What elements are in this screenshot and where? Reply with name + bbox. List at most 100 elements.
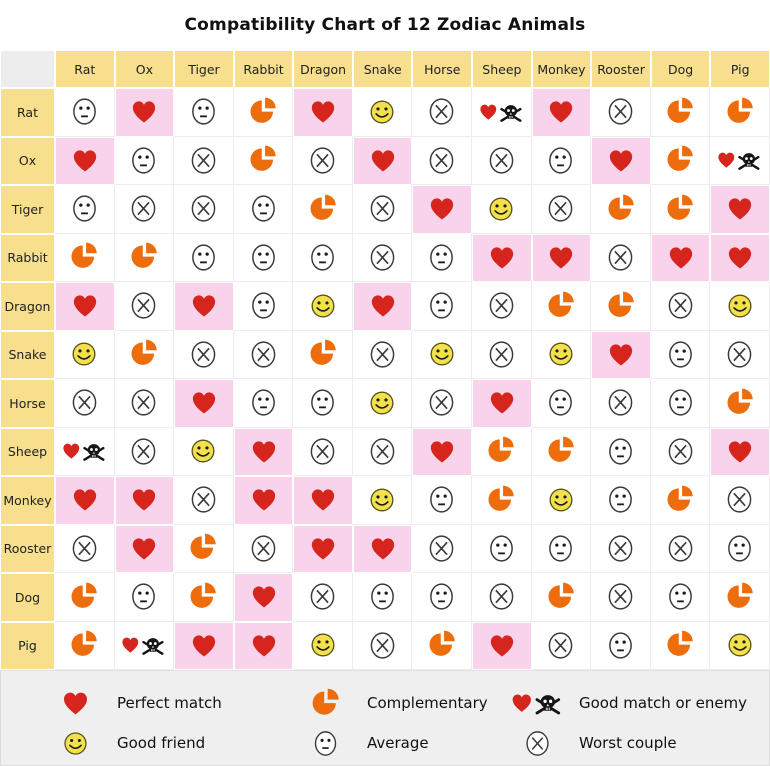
perfect-icon [129, 97, 159, 127]
worst-icon [247, 532, 280, 565]
comp-icon [69, 630, 99, 660]
cell-sheep-dragon [293, 427, 353, 476]
avg-icon [127, 580, 160, 613]
cell-dog-sheep [472, 573, 532, 622]
cell-horse-snake [352, 379, 413, 428]
cell-rat-rabbit [233, 88, 294, 137]
comp-icon [308, 194, 338, 224]
cell-sheep-ox [114, 427, 175, 476]
friend-icon [427, 339, 457, 369]
cell-rabbit-rabbit [233, 233, 294, 282]
cell-tiger-tiger [174, 185, 234, 234]
worst-icon [544, 192, 577, 225]
cell-snake-dog [650, 330, 711, 379]
worst-icon [68, 532, 101, 565]
friend-icon [486, 194, 516, 224]
perfect-icon [70, 146, 100, 176]
cell-sheep-rabbit [233, 427, 294, 476]
cell-dragon-pig [710, 282, 770, 331]
avg-icon [664, 338, 697, 371]
worst-icon [604, 241, 637, 274]
enemy-icon [62, 438, 107, 464]
cell-dog-pig [710, 573, 770, 622]
friend-icon [308, 291, 338, 321]
avg-icon [544, 386, 577, 419]
cell-snake-rabbit [233, 330, 294, 379]
comp-icon [606, 194, 636, 224]
cell-tiger-dragon [293, 185, 353, 234]
row-header-dragon: Dragon [0, 282, 55, 331]
comp-icon [299, 688, 351, 719]
cell-rooster-monkey [531, 524, 592, 573]
cell-horse-rabbit [233, 379, 294, 428]
cell-rat-pig [710, 88, 770, 137]
worst-icon [187, 192, 220, 225]
row-header-horse: Horse [0, 379, 55, 428]
friend-icon [725, 630, 755, 660]
cell-horse-sheep [472, 379, 532, 428]
cell-horse-monkey [531, 379, 592, 428]
worst-icon [306, 435, 339, 468]
cell-dragon-snake [352, 282, 413, 331]
cell-dog-ox [114, 573, 175, 622]
comp-icon [665, 97, 695, 127]
worst-icon [366, 629, 399, 662]
cell-pig-dog [650, 621, 711, 670]
perfect-icon [70, 291, 100, 321]
cell-dog-horse [412, 573, 473, 622]
perfect-icon [189, 388, 219, 418]
cell-rat-snake [352, 88, 413, 137]
worst-icon [127, 386, 160, 419]
cell-snake-sheep [472, 330, 532, 379]
cell-dog-snake [352, 573, 413, 622]
col-header-pig: Pig [710, 50, 770, 88]
worst-icon [664, 435, 697, 468]
row-header-dog: Dog [0, 573, 55, 622]
col-header-monkey: Monkey [531, 50, 592, 88]
perfect-icon [308, 534, 338, 564]
row-header-sheep: Sheep [0, 427, 55, 476]
avg-icon [485, 532, 518, 565]
avg-icon [187, 95, 220, 128]
cell-rat-rat [55, 88, 115, 137]
enemy-icon [511, 688, 563, 718]
cell-rooster-dog [650, 524, 711, 573]
col-header-dog: Dog [650, 50, 711, 88]
compatibility-table: Rat Ox Tiger Rabbit Dragon Snake Horse Sheep Mon… [0, 50, 770, 670]
cell-snake-pig [710, 330, 770, 379]
worst-icon [604, 532, 637, 565]
page-title: Compatibility Chart of 12 Zodiac Animals [184, 15, 586, 35]
worst-icon [664, 532, 697, 565]
comp-icon [69, 582, 99, 612]
cell-ox-rat [55, 136, 115, 185]
worst-icon [187, 338, 220, 371]
row-header-snake: Snake [0, 330, 55, 379]
perfect-icon [427, 437, 457, 467]
col-header-rabbit: Rabbit [233, 50, 294, 88]
perfect-icon [368, 146, 398, 176]
perfect-icon [249, 437, 279, 467]
cell-sheep-snake [352, 427, 413, 476]
cell-snake-rat [55, 330, 115, 379]
worst-icon [425, 386, 458, 419]
cell-dog-dog [650, 573, 711, 622]
cell-rooster-rooster [591, 524, 651, 573]
legend-item-perfect: Perfect match [49, 688, 299, 719]
worst-icon [187, 144, 220, 177]
cell-dog-dragon [293, 573, 353, 622]
row-header-monkey: Monkey [0, 476, 55, 525]
avg-icon [299, 728, 351, 759]
perfect-icon [487, 631, 517, 661]
avg-icon [425, 580, 458, 613]
perfect-icon [725, 194, 755, 224]
cell-rooster-rabbit [233, 524, 294, 573]
cell-horse-rooster [591, 379, 651, 428]
comp-icon [665, 145, 695, 175]
comp-icon [486, 485, 516, 515]
cell-snake-monkey [531, 330, 592, 379]
worst-icon [366, 435, 399, 468]
cell-pig-pig [710, 621, 770, 670]
col-header-rat: Rat [55, 50, 115, 88]
worst-icon [723, 338, 756, 371]
worst-icon [485, 580, 518, 613]
